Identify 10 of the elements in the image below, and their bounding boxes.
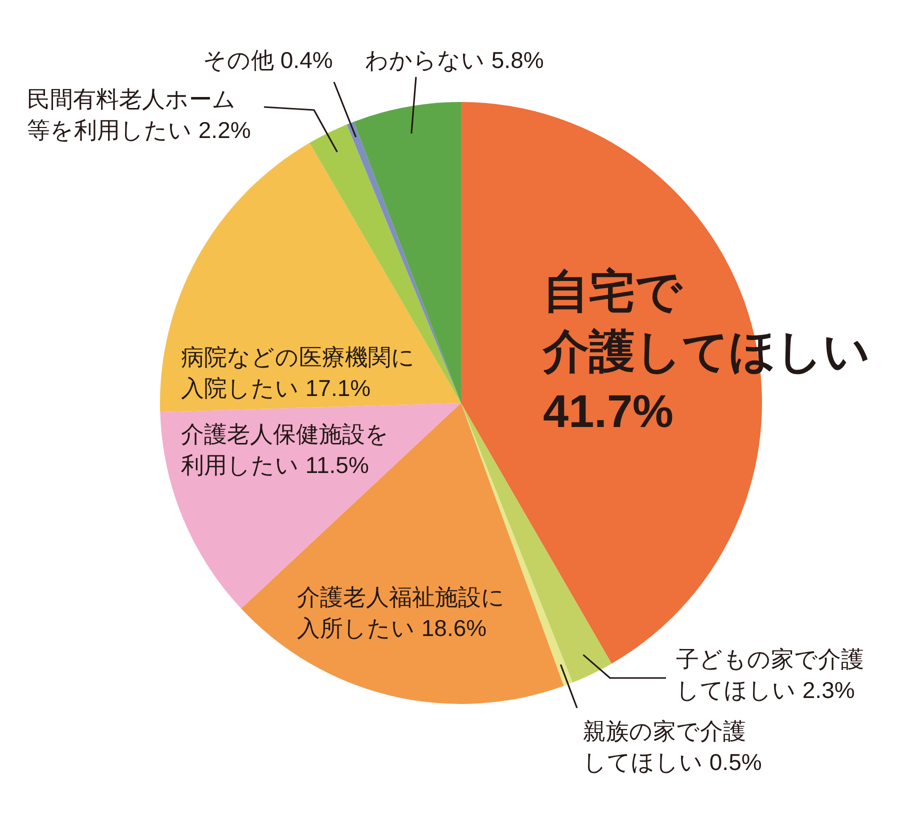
pie-slice (160, 142, 461, 412)
slice-label: 病院などの医療機関に入院したい 17.1% (181, 344, 415, 401)
data-label: 41.7% (543, 385, 674, 437)
slice-label: 子どもの家で介護してほしい 2.3% (676, 646, 864, 703)
slice-label: 介護老人保健施設を利用したい 11.5% (181, 421, 389, 478)
slice-label: わからない 5.8% (365, 47, 544, 73)
slice-label: 介護老人福祉施設に入所したい 18.6% (297, 584, 505, 641)
slice-label: その他 0.4% (203, 47, 333, 73)
slice-label: 親族の家で介護してほしい 0.5% (583, 718, 762, 775)
slice-label: 民間有料老人ホーム等を利用したい 2.2% (27, 86, 251, 143)
